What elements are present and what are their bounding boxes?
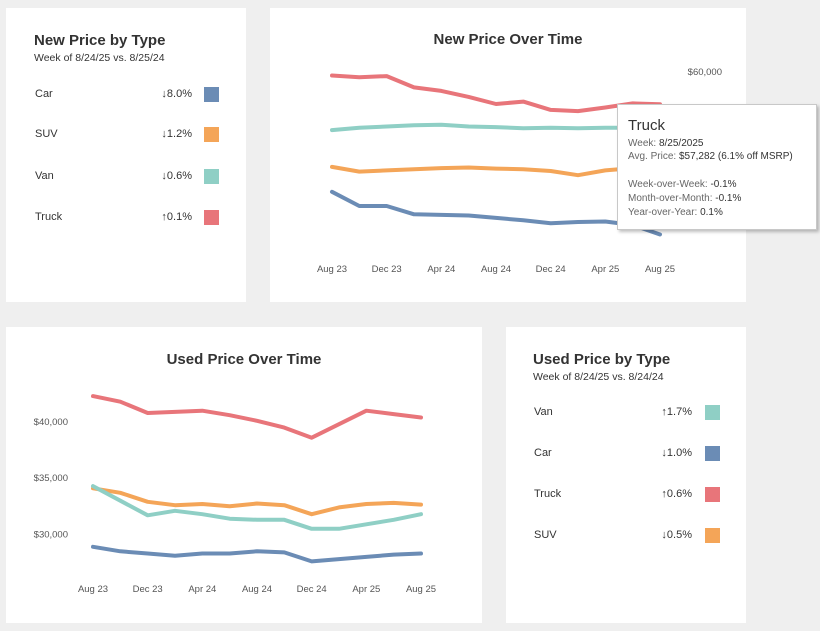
- y-tick-label: $60,000: [688, 67, 722, 78]
- tooltip-wow-value: -0.1%: [710, 179, 737, 190]
- x-tick-label: Apr 24: [188, 584, 216, 595]
- color-swatch: [204, 210, 219, 225]
- used-type-row-suv[interactable]: SUV ↓0.5%: [506, 526, 746, 546]
- truck-tooltip: Truck Week: 8/25/2025 Avg. Price: $57,28…: [617, 104, 817, 230]
- x-tick-label: Aug 25: [406, 584, 436, 595]
- color-swatch: [705, 487, 720, 502]
- x-tick-label: Aug 24: [242, 584, 272, 595]
- y-tick-label: $40,000: [34, 417, 68, 428]
- new-type-row-truck[interactable]: Truck ↑0.1%: [6, 208, 246, 228]
- new-price-by-type-panel: New Price by Type Week of 8/24/25 vs. 8/…: [6, 8, 246, 302]
- x-tick-label: Apr 24: [427, 264, 455, 275]
- used-price-line-chart[interactable]: Aug 23 Dec 23 Apr 24 Aug 24 Dec 24 Apr 25 Aug …: [6, 327, 482, 623]
- tooltip-wow-label: Week-over-Week:: [628, 179, 708, 190]
- new-type-row-suv[interactable]: SUV ↓1.2%: [6, 125, 246, 145]
- type-change: ↓1.0%: [661, 447, 692, 459]
- tooltip-mom-value: -0.1%: [715, 193, 742, 204]
- type-change: ↓0.5%: [661, 529, 692, 541]
- y-tick-label: $30,000: [34, 529, 68, 540]
- tooltip-week: Week: 8/25/2025: [628, 138, 703, 149]
- type-change: ↓0.6%: [161, 170, 192, 182]
- color-swatch: [705, 446, 720, 461]
- tooltip-mom: Month-over-Month: -0.1%: [628, 193, 741, 204]
- new-price-chart-title: New Price Over Time: [433, 31, 583, 48]
- x-tick-label: Dec 24: [536, 264, 566, 275]
- used-type-row-truck[interactable]: Truck ↑0.6%: [506, 485, 746, 505]
- tooltip-wow: Week-over-Week: -0.1%: [628, 179, 737, 190]
- tooltip-yoy-value: 0.1%: [700, 207, 723, 218]
- type-name: Car: [534, 447, 552, 459]
- tooltip-yoy: Year-over-Year: 0.1%: [628, 207, 723, 218]
- tooltip-avg-label: Avg. Price:: [628, 151, 677, 162]
- type-name: SUV: [534, 529, 557, 541]
- type-name: Truck: [35, 211, 63, 223]
- used-price-by-type-panel: Used Price by Type Week of 8/24/25 vs. 8…: [506, 327, 746, 623]
- x-tick-label: Aug 25: [645, 264, 675, 275]
- x-tick-label: Dec 23: [372, 264, 402, 275]
- tooltip-yoy-label: Year-over-Year:: [628, 207, 698, 218]
- used-price-over-time-panel: Used Price Over Time Aug 23 Dec 23 Apr 24 A…: [6, 327, 482, 623]
- type-name: Car: [35, 88, 53, 100]
- new-type-row-car[interactable]: Car ↓8.0%: [6, 85, 246, 105]
- type-name: Van: [35, 170, 54, 182]
- type-name: Truck: [534, 488, 562, 500]
- series-line-van[interactable]: [330, 122, 662, 133]
- series-line-truck[interactable]: [330, 73, 662, 114]
- new-price-by-type-subtitle: Week of 8/24/25 vs. 8/25/24: [34, 52, 165, 64]
- new-price-line-chart[interactable]: Aug 23 Dec 23 Apr 24 Aug 24 Dec 24 Apr 25 Aug …: [270, 8, 746, 302]
- series-line-suv[interactable]: [91, 486, 423, 517]
- used-price-chart-title: Used Price Over Time: [166, 351, 322, 368]
- tooltip-week-value: 8/25/2025: [658, 138, 704, 149]
- x-tick-label: Apr 25: [352, 584, 380, 595]
- used-type-row-van[interactable]: Van ↑1.7%: [506, 403, 746, 423]
- new-price-by-type-title: New Price by Type: [34, 32, 166, 49]
- x-tick-label: Dec 23: [133, 584, 163, 595]
- y-tick-label: $35,000: [34, 473, 68, 484]
- series-line-car[interactable]: [330, 189, 662, 237]
- used-price-by-type-subtitle: Week of 8/24/25 vs. 8/24/24: [533, 371, 664, 383]
- x-tick-label: Dec 24: [297, 584, 327, 595]
- series-line-suv[interactable]: [330, 164, 662, 178]
- series-line-car[interactable]: [91, 544, 423, 564]
- type-name: Van: [534, 406, 553, 418]
- series-line-van[interactable]: [91, 484, 423, 531]
- used-price-by-type-title: Used Price by Type: [533, 351, 671, 368]
- color-swatch: [204, 87, 219, 102]
- tooltip-title: Truck: [628, 117, 665, 134]
- used-type-row-car[interactable]: Car ↓1.0%: [506, 444, 746, 464]
- x-tick-label: Aug 23: [78, 584, 108, 595]
- type-change: ↓1.2%: [161, 128, 192, 140]
- new-type-row-van[interactable]: Van ↓0.6%: [6, 167, 246, 187]
- color-swatch: [705, 405, 720, 420]
- type-change: ↑1.7%: [661, 406, 692, 418]
- type-name: SUV: [35, 128, 58, 140]
- type-change: ↑0.6%: [661, 488, 692, 500]
- x-tick-label: Aug 23: [317, 264, 347, 275]
- color-swatch: [204, 169, 219, 184]
- color-swatch: [204, 127, 219, 142]
- x-tick-label: Aug 24: [481, 264, 511, 275]
- tooltip-avg-price: Avg. Price: $57,282 (6.1% off MSRP): [628, 151, 793, 162]
- series-line-truck[interactable]: [91, 394, 423, 440]
- x-tick-label: Apr 25: [591, 264, 619, 275]
- type-change: ↑0.1%: [161, 211, 192, 223]
- tooltip-avg-value: $57,282 (6.1% off MSRP): [678, 151, 793, 162]
- color-swatch: [705, 528, 720, 543]
- tooltip-week-label: Week:: [628, 138, 657, 149]
- tooltip-mom-label: Month-over-Month:: [628, 193, 713, 204]
- type-change: ↓8.0%: [161, 88, 192, 100]
